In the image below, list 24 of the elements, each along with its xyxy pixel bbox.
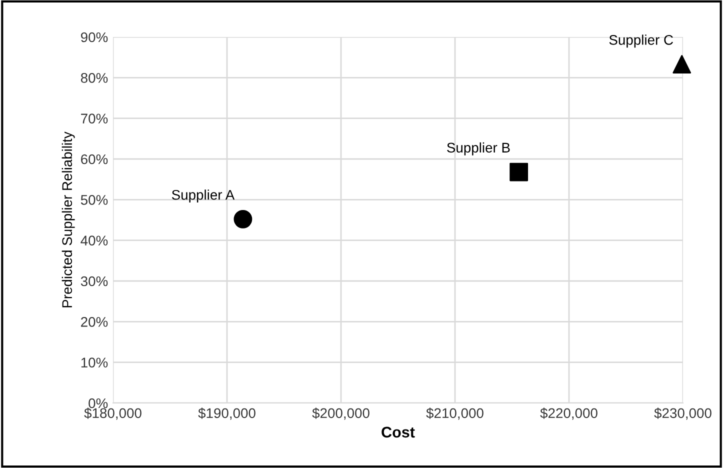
series-label: Supplier B	[447, 142, 510, 156]
x-axis-title: Cost	[382, 426, 415, 438]
x-tick-label: $200,000	[312, 408, 370, 420]
x-tick-label: $190,000	[198, 408, 256, 420]
point	[672, 55, 692, 74]
y-tick-label: 60%	[81, 154, 108, 164]
series-label: Supplier C	[609, 34, 673, 48]
x-tick-label: $180,000	[84, 408, 142, 420]
y-tick-label: 80%	[80, 73, 108, 83]
point	[510, 162, 528, 182]
x-tick-label: $230,000	[654, 408, 712, 420]
x-tick-label: $220,000	[540, 408, 598, 420]
y-tick-label: 30%	[80, 276, 108, 286]
series-label: Supplier A	[172, 190, 235, 203]
y-tick-label: 0%	[88, 398, 108, 408]
y-tick-label: 40%	[80, 236, 108, 246]
y-tick-label: 10%	[81, 358, 108, 368]
y-tick-label: 70%	[81, 114, 108, 124]
y-tick-label: 90%	[80, 32, 108, 42]
point	[234, 210, 252, 228]
y-tick-label: 50%	[80, 195, 108, 205]
y-axis-title: Predicted Supplier Reliability	[62, 132, 75, 308]
y-tick-label: 20%	[81, 317, 108, 327]
x-tick-label: $210,000	[426, 408, 484, 420]
